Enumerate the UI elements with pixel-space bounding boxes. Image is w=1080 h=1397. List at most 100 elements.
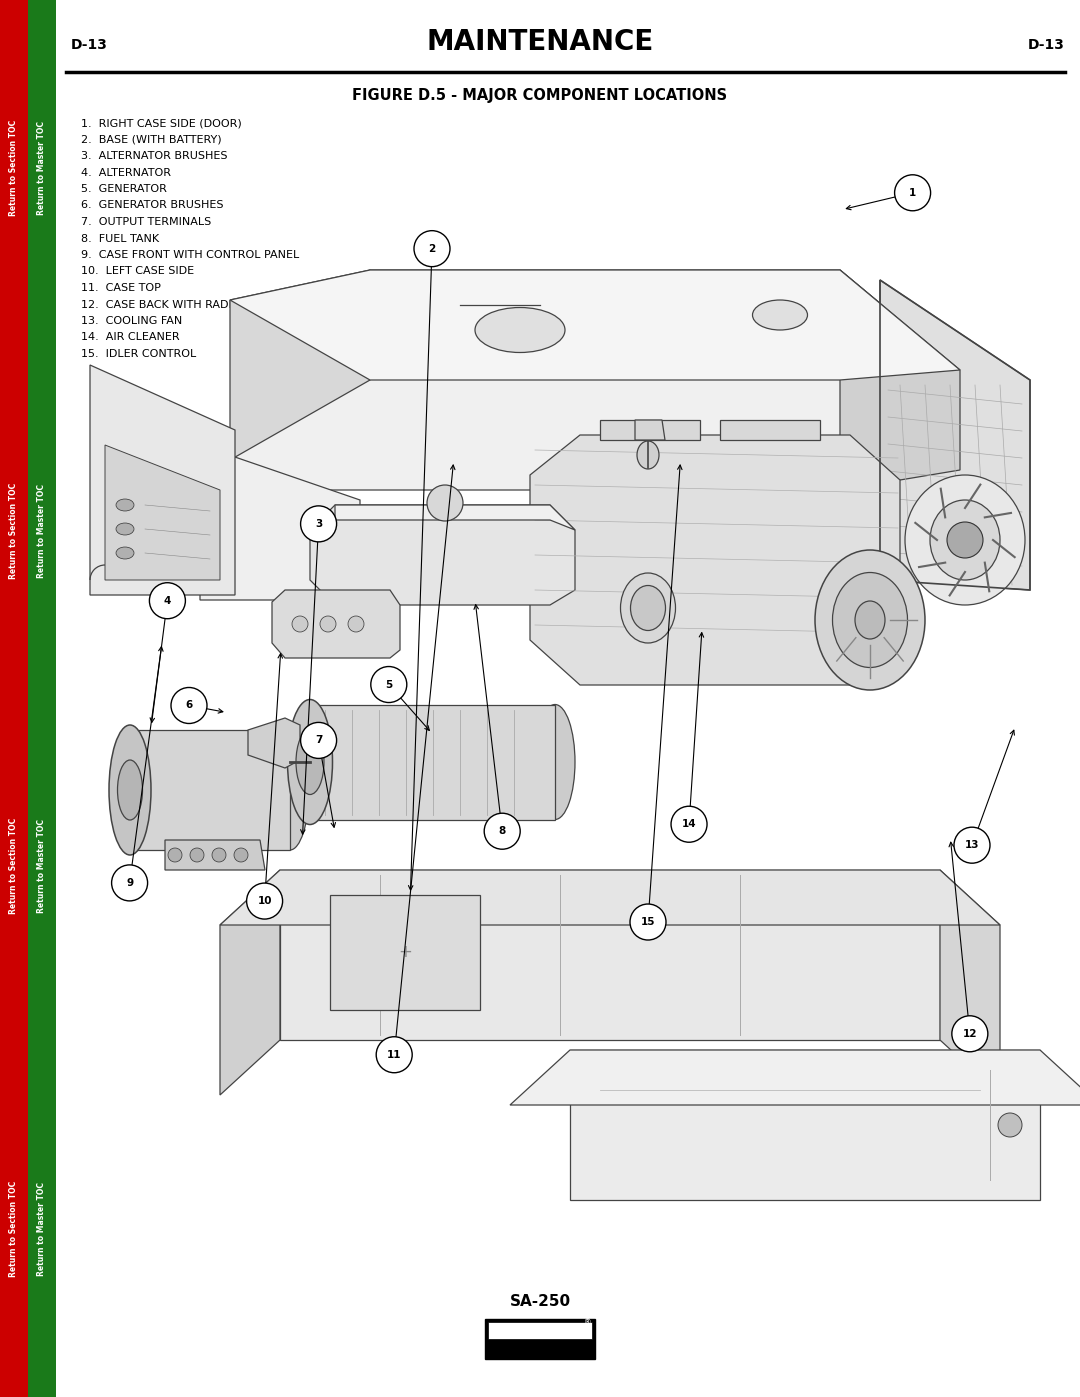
Text: FIGURE D.5 - MAJOR COMPONENT LOCATIONS: FIGURE D.5 - MAJOR COMPONENT LOCATIONS [352, 88, 728, 103]
Polygon shape [200, 446, 360, 599]
Polygon shape [280, 870, 940, 1039]
Text: 12: 12 [962, 1028, 977, 1039]
Ellipse shape [475, 307, 565, 352]
Text: D-13: D-13 [1028, 38, 1065, 52]
Polygon shape [90, 365, 235, 595]
Text: 3: 3 [315, 518, 322, 529]
Text: 12.  CASE BACK WITH RADIATOR: 12. CASE BACK WITH RADIATOR [81, 299, 261, 310]
Circle shape [998, 1113, 1022, 1137]
Circle shape [300, 506, 337, 542]
Circle shape [234, 848, 248, 862]
Text: 5: 5 [386, 679, 392, 690]
Circle shape [320, 616, 336, 631]
Ellipse shape [118, 760, 143, 820]
Polygon shape [530, 434, 900, 685]
Polygon shape [570, 1051, 1040, 1200]
Circle shape [376, 1037, 413, 1073]
Polygon shape [272, 590, 400, 658]
Polygon shape [220, 870, 1000, 925]
Ellipse shape [905, 475, 1025, 605]
Polygon shape [230, 270, 960, 490]
Ellipse shape [815, 550, 924, 690]
Text: 14: 14 [681, 819, 697, 830]
Text: LINCOLN: LINCOLN [508, 1326, 562, 1336]
Text: 8: 8 [499, 826, 505, 837]
Bar [28, 0, 56, 1397]
Text: 10.  LEFT CASE SIDE: 10. LEFT CASE SIDE [81, 267, 194, 277]
Ellipse shape [631, 585, 665, 630]
Text: ®: ® [584, 1319, 592, 1327]
Circle shape [300, 722, 337, 759]
Ellipse shape [116, 548, 134, 559]
Text: 6.  GENERATOR BRUSHES: 6. GENERATOR BRUSHES [81, 201, 224, 211]
Ellipse shape [287, 700, 333, 824]
Text: Return to Section TOC: Return to Section TOC [10, 819, 18, 914]
Polygon shape [105, 446, 220, 580]
Ellipse shape [116, 499, 134, 511]
Text: MAINTENANCE: MAINTENANCE [427, 28, 653, 56]
Polygon shape [248, 718, 300, 768]
Text: 11: 11 [387, 1049, 402, 1060]
Text: 2.  BASE (WITH BATTERY): 2. BASE (WITH BATTERY) [81, 134, 221, 144]
Text: 1: 1 [909, 187, 916, 198]
Text: 5.  GENERATOR: 5. GENERATOR [81, 184, 167, 194]
Circle shape [171, 687, 207, 724]
Polygon shape [130, 731, 291, 849]
Text: Return to Master TOC: Return to Master TOC [38, 483, 46, 578]
Text: Return to Master TOC: Return to Master TOC [38, 120, 46, 215]
Ellipse shape [855, 601, 885, 638]
Circle shape [168, 848, 183, 862]
Text: 15.  IDLER CONTROL: 15. IDLER CONTROL [81, 349, 197, 359]
Ellipse shape [296, 729, 324, 795]
Polygon shape [330, 895, 480, 1010]
Text: Return to Section TOC: Return to Section TOC [10, 120, 18, 215]
Text: 4.  ALTERNATOR: 4. ALTERNATOR [81, 168, 171, 177]
Circle shape [671, 806, 707, 842]
Text: Return to Master TOC: Return to Master TOC [38, 1182, 46, 1277]
Bar [0, 0, 28, 1397]
Circle shape [630, 904, 666, 940]
Ellipse shape [637, 441, 659, 469]
Text: 15: 15 [640, 916, 656, 928]
Ellipse shape [116, 522, 134, 535]
Circle shape [484, 813, 521, 849]
Text: D-13: D-13 [71, 38, 108, 52]
Text: 2: 2 [429, 243, 435, 254]
Polygon shape [165, 840, 265, 870]
Ellipse shape [535, 704, 575, 820]
Ellipse shape [930, 500, 1000, 580]
Text: 14.  AIR CLEANER: 14. AIR CLEANER [81, 332, 179, 342]
Text: Return to Master TOC: Return to Master TOC [38, 819, 46, 914]
Polygon shape [880, 279, 1030, 590]
Polygon shape [840, 270, 960, 490]
Text: 9: 9 [126, 877, 133, 888]
Circle shape [370, 666, 407, 703]
Text: ELECTRIC: ELECTRIC [512, 1343, 564, 1354]
Circle shape [348, 616, 364, 631]
Text: 7: 7 [315, 735, 322, 746]
Text: 7.  OUTPUT TERMINALS: 7. OUTPUT TERMINALS [81, 217, 212, 226]
Polygon shape [940, 870, 1000, 1095]
Text: 10: 10 [257, 895, 272, 907]
Ellipse shape [833, 573, 907, 668]
Text: 6: 6 [186, 700, 192, 711]
Text: 4: 4 [164, 595, 171, 606]
Circle shape [149, 583, 186, 619]
Text: Return to Section TOC: Return to Section TOC [10, 1182, 18, 1277]
Text: 11.  CASE TOP: 11. CASE TOP [81, 284, 161, 293]
Text: 3.  ALTERNATOR BRUSHES: 3. ALTERNATOR BRUSHES [81, 151, 228, 161]
Circle shape [894, 175, 931, 211]
Polygon shape [310, 504, 575, 605]
Ellipse shape [109, 725, 151, 855]
Circle shape [111, 865, 148, 901]
Circle shape [414, 231, 450, 267]
Circle shape [947, 522, 983, 557]
Polygon shape [635, 420, 665, 440]
Circle shape [246, 883, 283, 919]
Text: 9.  CASE FRONT WITH CONTROL PANEL: 9. CASE FRONT WITH CONTROL PANEL [81, 250, 299, 260]
Text: 1.  RIGHT CASE SIDE (DOOR): 1. RIGHT CASE SIDE (DOOR) [81, 117, 242, 129]
Circle shape [212, 848, 226, 862]
Text: +: + [399, 943, 411, 961]
Text: 13.  COOLING FAN: 13. COOLING FAN [81, 316, 183, 326]
Ellipse shape [753, 300, 808, 330]
